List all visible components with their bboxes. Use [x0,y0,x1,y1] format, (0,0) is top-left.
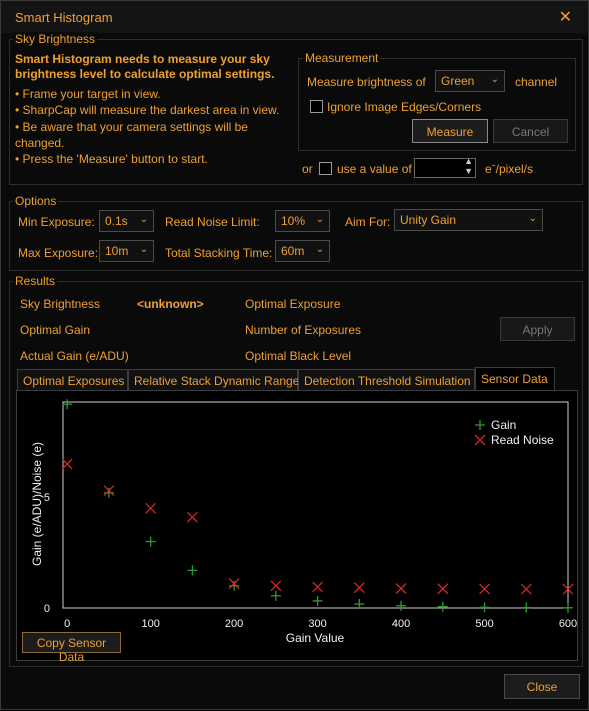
chevron-down-icon: ⌄ [139,244,148,255]
total-stacking-label: Total Stacking Time: [165,246,273,260]
min-exposure-label: Min Exposure: [18,215,95,229]
sky-bullet-3-cont: changed. [15,136,65,150]
max-exposure-label: Max Exposure: [18,246,99,260]
read-noise-label: Read Noise Limit: [165,215,260,229]
channel-select-value: Green [441,74,475,88]
use-value-label: use a value of [337,162,412,176]
tab-sensor-data[interactable]: Sensor Data [475,367,555,391]
chevron-down-icon: ⌄ [315,244,324,255]
options-group [9,201,583,271]
tab-optimal-exposures[interactable]: Optimal Exposures [17,369,128,391]
max-exposure-value: 10m [105,244,129,258]
ignore-edges-checkbox[interactable] [310,100,323,113]
measurement-group [298,58,576,151]
ignore-edges-label: Ignore Image Edges/Corners [327,100,482,114]
sky-brightness-group [9,39,583,185]
sky-brightness-result-label: Sky Brightness [20,297,101,311]
chevron-down-icon: ⌄ [315,214,324,225]
sky-brightness-group-label: Sky Brightness [13,32,98,46]
tab-detection-threshold-simulation[interactable]: Detection Threshold Simulation [298,369,475,391]
spin-up-icon[interactable]: ▲ [464,156,473,166]
aim-for-select[interactable]: Unity Gain ⌄ [394,209,543,231]
chevron-down-icon: ⌄ [528,213,537,224]
sky-bullet-3: • Be aware that your camera settings wil… [15,120,248,134]
optimal-exposure-label: Optimal Exposure [245,297,341,311]
total-stacking-value: 60m [281,244,305,258]
sky-intro-line-2: brightness level to calculate optimal se… [15,67,275,81]
total-stacking-select[interactable]: 60m ⌄ [275,240,330,262]
sensor-data-panel [16,390,578,661]
read-noise-value: 10% [281,214,306,228]
max-exposure-select[interactable]: 10m ⌄ [99,240,154,262]
aim-for-value: Unity Gain [400,213,457,227]
chevron-down-icon: ⌄ [139,214,148,225]
chevron-down-icon: ⌄ [490,74,499,85]
channel-select[interactable]: Green ⌄ [435,70,505,92]
sky-bullet-2: • SharpCap will measure the darkest area… [15,103,280,117]
channel-label: channel [515,75,558,89]
aim-for-label: Aim For: [345,215,391,229]
results-group-label: Results [13,274,58,288]
copy-sensor-data-button[interactable]: Copy Sensor Data [22,632,121,664]
measurement-group-label: Measurement [303,51,381,65]
use-value-checkbox[interactable] [319,162,332,175]
min-exposure-value: 0.1s [105,214,128,228]
sky-bullet-1: • Frame your target in view. [15,87,161,101]
measure-brightness-label: Measure brightness of [307,75,426,89]
close-button[interactable]: Close [504,674,580,699]
measure-button[interactable]: Measure [412,119,488,143]
apply-button[interactable]: Apply [500,317,575,341]
spin-down-icon[interactable]: ▼ [464,166,473,176]
read-noise-select[interactable]: 10% ⌄ [275,210,330,232]
window-title: Smart Histogram [15,10,113,25]
title-bar: Smart Histogram ✕ [1,1,588,33]
min-exposure-select[interactable]: 0.1s ⌄ [99,210,154,232]
sky-unit-label: eˉ/pixel/s [485,162,534,176]
close-icon[interactable]: ✕ [558,9,572,26]
cancel-button[interactable]: Cancel [493,119,568,143]
results-group [9,281,583,667]
sky-bullet-4: • Press the 'Measure' button to start. [15,152,208,166]
sky-intro-line-1: Smart Histogram needs to measure your sk… [15,52,270,66]
tab-relative-stack-dynamic-range[interactable]: Relative Stack Dynamic Range [128,369,299,391]
number-exposures-label: Number of Exposures [245,323,362,337]
sky-value-input[interactable]: ▲ ▼ [414,156,476,178]
optimal-gain-label: Optimal Gain [20,323,91,337]
sky-brightness-result-value: <unknown> [137,297,204,311]
optimal-black-label: Optimal Black Level [245,349,352,363]
actual-gain-label: Actual Gain (e/ADU) [20,349,129,363]
or-label: or [302,162,313,176]
options-group-label: Options [13,194,59,208]
